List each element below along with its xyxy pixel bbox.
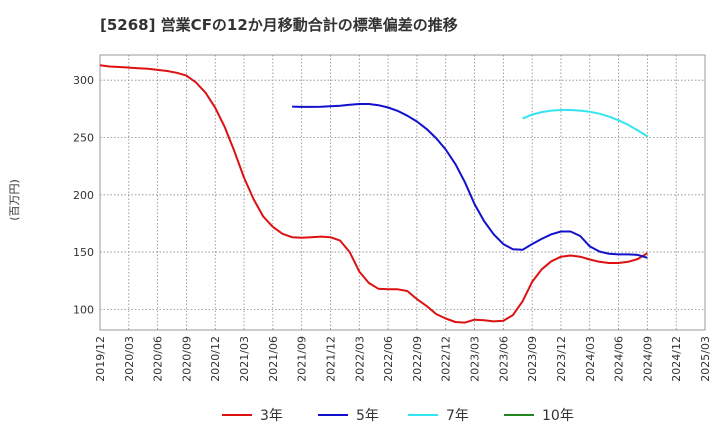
x-tick-label: 2020/03 bbox=[123, 336, 136, 382]
x-tick-label: 2024/09 bbox=[641, 336, 654, 382]
x-tick-label: 2021/12 bbox=[324, 336, 337, 382]
grid bbox=[100, 55, 705, 330]
x-tick-label: 2020/09 bbox=[180, 336, 193, 382]
x-tick-label: 2022/12 bbox=[440, 336, 453, 382]
x-tick-label: 2020/06 bbox=[152, 336, 165, 382]
y-tick-label: 100 bbox=[73, 303, 94, 316]
x-tick-label: 2022/09 bbox=[411, 336, 424, 382]
x-axis: 2019/12 2020/03 2020/06 2020/09 2020/12 2021/… bbox=[94, 336, 712, 382]
x-tick-label: 2021/06 bbox=[267, 336, 280, 382]
x-tick-label: 2021/09 bbox=[296, 336, 309, 382]
series-line-1 bbox=[292, 103, 648, 259]
y-tick-label: 200 bbox=[73, 189, 94, 202]
series-lines bbox=[99, 64, 648, 324]
x-tick-label: 2025/03 bbox=[699, 336, 712, 382]
y-axis: 100 150 200 250 300 bbox=[73, 74, 94, 316]
chart-title: [5268] 営業CFの12か月移動合計の標準偏差の推移 bbox=[100, 16, 458, 34]
legend-label-2: 7年 bbox=[446, 408, 469, 424]
x-tick-label: 2019/12 bbox=[94, 336, 107, 382]
series-line-2 bbox=[522, 109, 648, 138]
legend: 3年 5年 7年 10年 bbox=[222, 408, 574, 424]
legend-label-1: 5年 bbox=[356, 408, 379, 424]
legend-label-0: 3年 bbox=[260, 408, 283, 424]
x-tick-label: 2023/03 bbox=[469, 336, 482, 382]
x-tick-label: 2023/09 bbox=[526, 336, 539, 382]
x-tick-label: 2024/12 bbox=[670, 336, 683, 382]
x-tick-label: 2024/03 bbox=[584, 336, 597, 382]
x-tick-label: 2022/03 bbox=[353, 336, 366, 382]
x-tick-label: 2020/12 bbox=[209, 336, 222, 382]
x-tick-label: 2022/06 bbox=[382, 336, 395, 382]
x-tick-label: 2023/12 bbox=[555, 336, 568, 382]
y-tick-label: 250 bbox=[73, 132, 94, 145]
plot-area bbox=[99, 54, 706, 331]
x-tick-label: 2021/03 bbox=[238, 336, 251, 382]
legend-label-3: 10年 bbox=[542, 408, 574, 424]
series-line-0 bbox=[99, 64, 648, 324]
y-axis-label: (百万円) bbox=[8, 179, 21, 221]
y-tick-label: 150 bbox=[73, 246, 94, 259]
x-tick-label: 2024/06 bbox=[613, 336, 626, 382]
y-tick-label: 300 bbox=[73, 74, 94, 87]
x-tick-label: 2023/06 bbox=[497, 336, 510, 382]
